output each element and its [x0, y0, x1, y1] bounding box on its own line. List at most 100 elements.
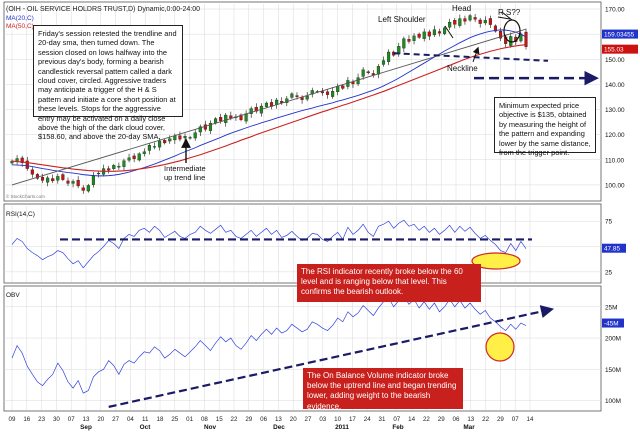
x-tick-label: 06 — [453, 416, 460, 423]
price-y-tick-label: 110.00 — [605, 157, 625, 164]
candle-body — [473, 17, 477, 20]
price-trend-line — [11, 28, 527, 186]
x-tick-label: 17 — [349, 416, 356, 423]
candle-body — [376, 66, 380, 75]
candle-body — [264, 102, 269, 107]
candle-body — [448, 21, 452, 28]
candle-body — [483, 20, 487, 24]
price-y-tick-label: 140.00 — [605, 82, 625, 89]
candle-body — [163, 140, 167, 144]
x-tick-label: 03 — [319, 416, 326, 423]
left-shoulder-pointer — [444, 25, 454, 39]
candle-body — [295, 95, 299, 97]
x-month-label: Dec — [273, 424, 285, 431]
candle-body — [453, 20, 457, 25]
candle-body — [71, 181, 75, 184]
x-tick-label: 10 — [334, 416, 341, 423]
x-tick-label: 14 — [527, 416, 534, 423]
x-tick-label: 20 — [290, 416, 297, 423]
x-tick-label: 25 — [171, 416, 178, 423]
x-tick-label: 22 — [482, 416, 489, 423]
candle-body — [244, 113, 248, 122]
candle-body — [20, 157, 24, 163]
candle-body — [137, 153, 141, 161]
rsi-line — [11, 219, 527, 269]
candle-body — [25, 160, 29, 169]
candle-body — [86, 185, 90, 192]
x-tick-label: 13 — [83, 416, 90, 423]
x-tick-label: 09 — [9, 416, 16, 423]
x-month-label: Mar — [463, 424, 475, 431]
candle-body — [132, 155, 136, 159]
overlay-layer — [181, 11, 521, 362]
x-tick-label: 27 — [112, 416, 119, 423]
x-tick-label: 24 — [364, 416, 371, 423]
x-tick-label: 08 — [201, 416, 208, 423]
price-tag-text: 159.03455 — [604, 32, 635, 39]
candle-body — [107, 168, 111, 171]
candle-body — [290, 93, 294, 98]
candle-body — [366, 71, 370, 74]
candle-body — [468, 15, 472, 21]
candle-body — [437, 31, 442, 34]
candle-body — [387, 51, 391, 62]
candle-body — [46, 177, 50, 183]
obv-note: The On Balance Volume indicator broke be… — [303, 368, 463, 411]
objective-text: Minimum expected price objective is $135… — [499, 101, 591, 158]
candle-body — [422, 31, 426, 39]
obv-y-tick-label: 200M — [605, 336, 621, 343]
trendline-label: Intermediate up trend line — [164, 164, 208, 182]
candle-body — [76, 179, 80, 187]
commentary-text: Friday's session retested the trendline … — [38, 29, 177, 142]
x-tick-label: 16 — [23, 416, 30, 423]
neckline-label: Neckline — [447, 64, 478, 73]
rsi-y-tick-label: 75 — [605, 219, 613, 226]
candle-body — [168, 138, 172, 142]
obv-line — [11, 294, 527, 394]
candle-body — [198, 126, 202, 133]
candle-body — [417, 33, 421, 38]
x-tick-label: 29 — [245, 416, 252, 423]
series-layer — [10, 14, 599, 408]
candle-body — [178, 135, 182, 140]
price-tag-box — [602, 44, 638, 54]
right-shoulder-label: R.S?? — [498, 8, 521, 17]
x-tick-label: 29 — [438, 416, 445, 423]
candle-body — [458, 18, 462, 26]
candle-body — [493, 25, 498, 32]
commentary-note: Friday's session retested the trendline … — [33, 25, 183, 141]
obv-title: OBV — [6, 292, 20, 299]
x-tick-label: 06 — [260, 416, 267, 423]
price-tag-text: 155.03 — [604, 47, 624, 54]
candle-body — [478, 19, 482, 24]
neckline-pointer — [472, 46, 480, 63]
candle-body — [193, 132, 197, 139]
candle-body — [305, 95, 309, 100]
candle-body — [239, 114, 243, 120]
rs-pointer — [501, 11, 513, 21]
obv-note-text: The On Balance Volume indicator broke be… — [307, 371, 457, 411]
obv-trend-line — [108, 305, 555, 408]
price-y-tick-label: 130.00 — [605, 107, 625, 114]
x-tick-label: 22 — [231, 416, 238, 423]
candle-body — [66, 180, 70, 184]
candle-body — [361, 69, 365, 77]
x-tick-label: 14 — [408, 416, 415, 423]
x-month-label: Sep — [80, 424, 92, 431]
candle-body — [336, 86, 340, 92]
obv-tag-box — [602, 318, 624, 328]
ma20-legend: MA(20,C) — [6, 15, 34, 22]
x-tick-label: 07 — [68, 416, 75, 423]
ma20-line — [11, 29, 527, 177]
candle-body — [142, 151, 146, 154]
candle-body — [91, 175, 95, 185]
candle-body — [188, 137, 192, 139]
candle-body — [519, 33, 523, 42]
rsi-highlight-ellipse — [471, 252, 521, 270]
neckline — [393, 52, 549, 62]
x-tick-label: 07 — [393, 416, 400, 423]
x-tick-label: 20 — [97, 416, 104, 423]
candle-body — [208, 122, 213, 131]
rsi-note: The RSI indicator recently broke below t… — [297, 264, 481, 302]
